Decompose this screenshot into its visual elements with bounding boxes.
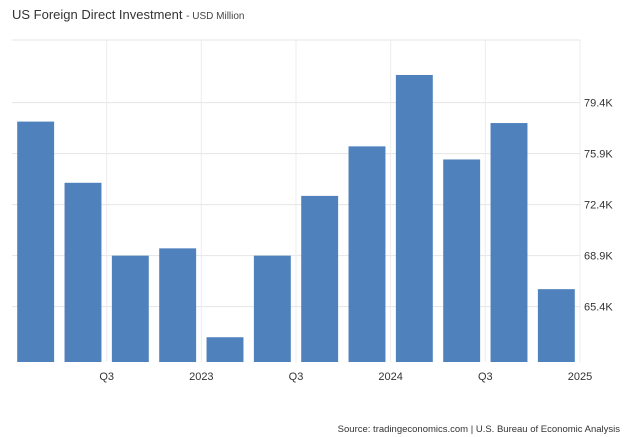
bar[interactable] [111, 255, 149, 362]
chart-title: US Foreign Direct Investment - USD Milli… [12, 7, 244, 22]
x-tick-label: 2023 [189, 371, 213, 383]
bar[interactable] [64, 182, 102, 362]
bar[interactable] [537, 289, 575, 362]
grid-lines [12, 39, 581, 362]
bar[interactable] [348, 146, 386, 362]
source-credit: Source: tradingeconomics.com | U.S. Bure… [337, 424, 620, 435]
x-tick-label: Q3 [99, 371, 114, 383]
y-tick-label: 68.9K [584, 251, 613, 263]
bar[interactable] [301, 195, 339, 362]
x-axis-ticks: Q3 2023 Q3 2024 Q3 2025 [99, 371, 592, 383]
chart-subtitle: USD Million [192, 11, 245, 22]
y-tick-label: 79.4K [584, 98, 613, 110]
chart-title-text: US Foreign Direct Investment [12, 7, 183, 22]
bars [17, 74, 575, 362]
bar[interactable] [253, 255, 291, 362]
y-axis-ticks: 65.4K 68.9K 72.4K 75.9K 79.4K [584, 98, 613, 314]
bar[interactable] [490, 123, 528, 362]
bar[interactable] [159, 248, 197, 362]
x-tick-label: Q3 [289, 371, 304, 383]
bar[interactable] [443, 159, 481, 362]
x-tick-label: 2025 [568, 371, 592, 383]
chart-subtitle-separator: - [186, 11, 193, 22]
bar[interactable] [17, 121, 55, 362]
bar[interactable] [395, 74, 433, 362]
bar[interactable] [206, 337, 244, 362]
x-tick-label: 2024 [378, 371, 402, 383]
x-tick-label: Q3 [478, 371, 493, 383]
y-tick-label: 75.9K [584, 149, 613, 161]
y-tick-label: 72.4K [584, 200, 613, 212]
y-tick-label: 65.4K [584, 302, 613, 314]
